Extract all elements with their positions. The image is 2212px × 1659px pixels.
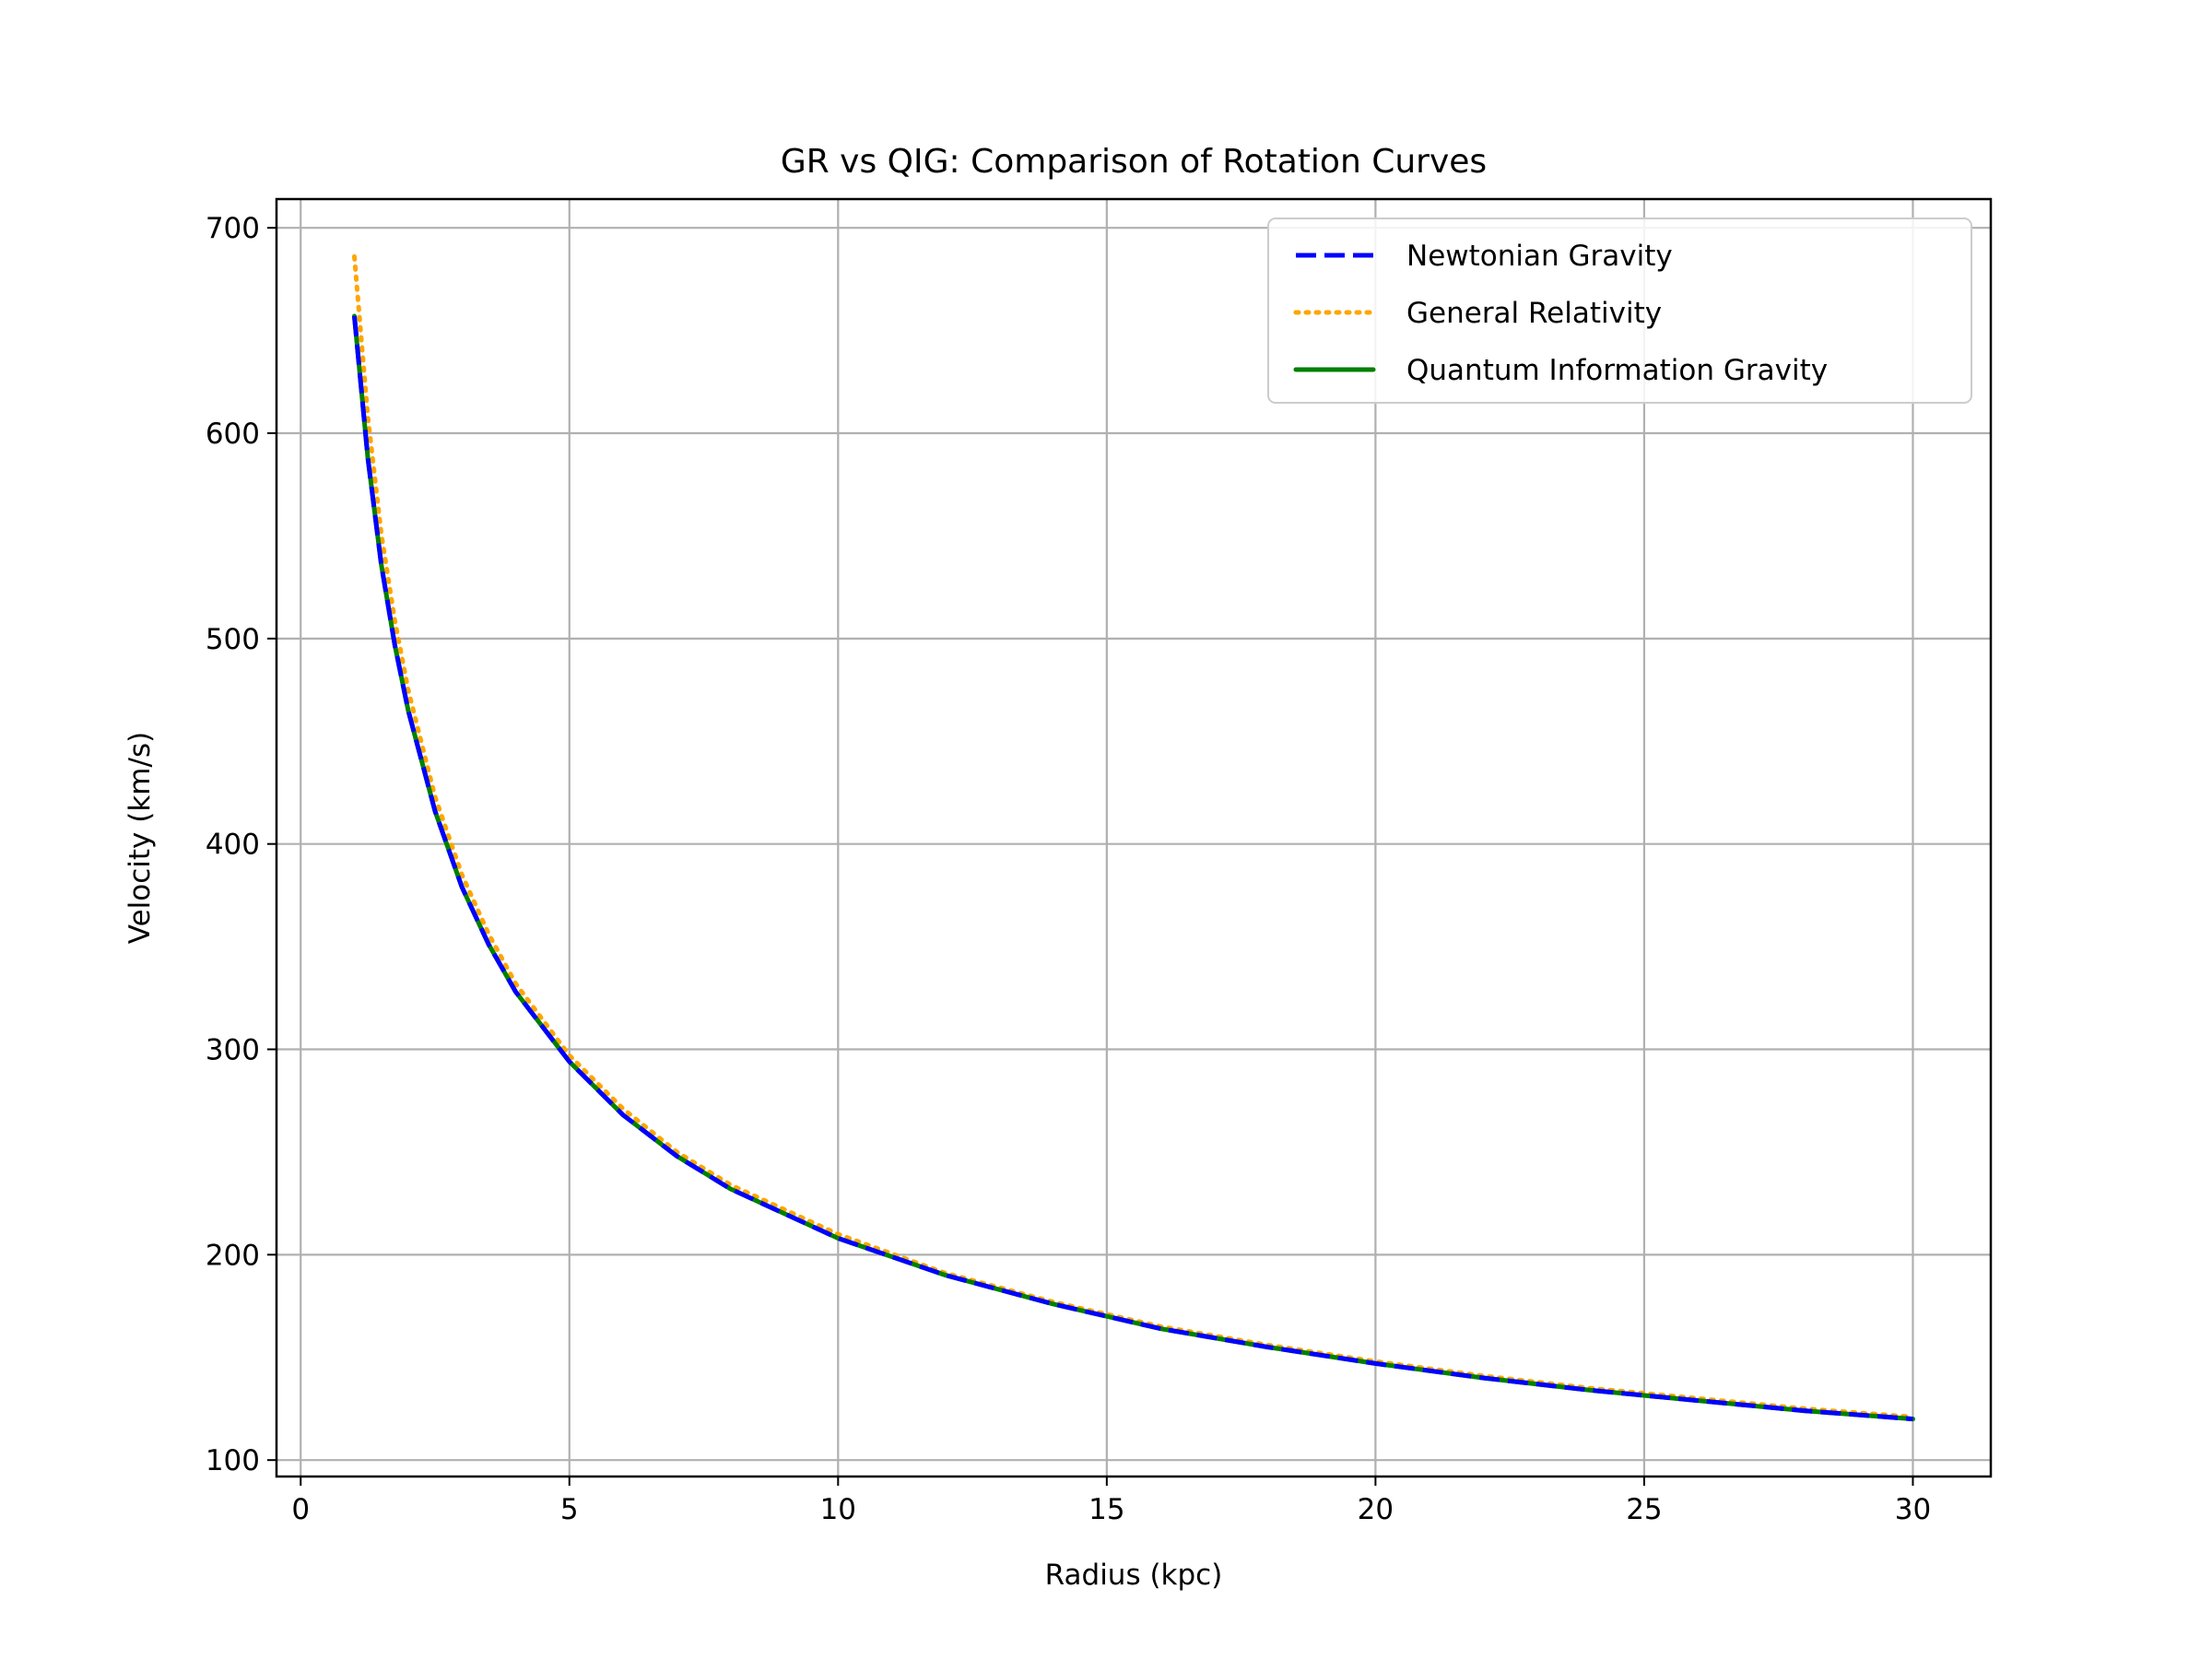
axis-ticks: 0 5 10 15 20 25 30 100 200 300 400 500 600 700	[206, 212, 1931, 1526]
y-tick-label: 200	[206, 1239, 260, 1272]
x-tick-label: 0	[291, 1493, 310, 1526]
x-tick-label: 5	[560, 1493, 579, 1526]
y-tick-label: 600	[206, 418, 260, 451]
y-tick-label: 100	[206, 1444, 260, 1477]
x-tick-label: 25	[1626, 1493, 1662, 1526]
y-tick-label: 400	[206, 829, 260, 862]
legend: Newtonian Gravity General Relativity Quant…	[1267, 218, 1972, 404]
series-lines	[352, 253, 1915, 1422]
x-tick-label: 15	[1088, 1493, 1124, 1526]
series-line-newtonian-gravity	[352, 315, 1913, 1422]
chart-title: GR vs QIG: Comparison of Rotation Curves	[781, 143, 1487, 181]
legend-label: Newtonian Gravity	[1406, 240, 1673, 273]
x-tick-label: 10	[820, 1493, 856, 1526]
x-axis-label: Radius (kpc)	[1045, 1559, 1223, 1592]
y-tick-label: 500	[206, 623, 260, 656]
legend-label: Quantum Information Gravity	[1406, 354, 1828, 387]
y-tick-label: 300	[206, 1034, 260, 1067]
x-tick-label: 30	[1895, 1493, 1931, 1526]
x-tick-label: 20	[1358, 1493, 1394, 1526]
plot-frame	[275, 197, 1993, 1478]
y-axis-label: Velocity (km/s)	[124, 732, 157, 944]
y-tick-label: 700	[206, 212, 260, 245]
legend-box	[1267, 218, 1972, 404]
legend-label: General Relativity	[1406, 297, 1662, 330]
grid	[276, 199, 1991, 1477]
